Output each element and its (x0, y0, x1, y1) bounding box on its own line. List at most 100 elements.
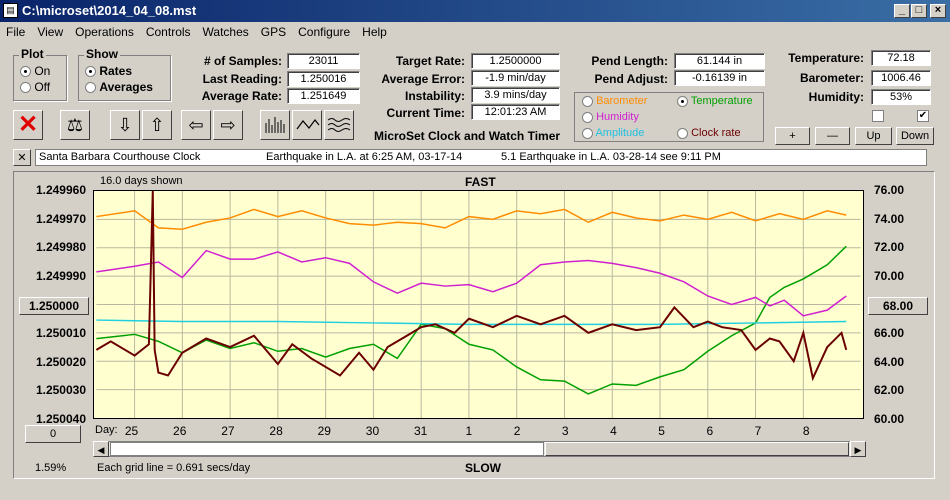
chart-plot (93, 190, 864, 419)
down-arrow-button[interactable]: ⇩ (110, 110, 140, 140)
humidity-radio[interactable] (582, 111, 593, 123)
scrollbar-thumb[interactable] (545, 442, 849, 456)
x-tick: 4 (610, 424, 617, 438)
checkbox-left[interactable] (872, 110, 884, 122)
show-averages-option[interactable]: Averages (85, 80, 153, 94)
plot-group-title: Plot (19, 47, 46, 61)
x-tick: 2 (513, 424, 521, 438)
current-time-field: 12:01:23 AM (471, 104, 560, 120)
show-rates-radio[interactable] (85, 66, 96, 78)
line-plot-button[interactable] (292, 110, 322, 140)
temperature-radio[interactable] (677, 95, 688, 107)
clear-notes-button[interactable]: ✕ (13, 149, 31, 166)
barometer-option[interactable]: Barometer (582, 95, 647, 107)
show-group-title: Show (84, 47, 120, 61)
instability-label: Instability: (404, 89, 465, 103)
checkbox-right[interactable]: ✔ (917, 110, 929, 122)
humidity-label: Humidity: (808, 90, 864, 104)
scroll-right-button[interactable]: ▶ (850, 441, 866, 457)
percent-label: 1.59% (35, 462, 67, 474)
humidity-option[interactable]: Humidity (582, 111, 639, 123)
barometer-option-label: Barometer (596, 95, 648, 107)
arrow-left-icon: ⇦ (188, 115, 204, 135)
scrollbar-track-highlight (110, 442, 544, 456)
multi-line-icon (327, 118, 351, 132)
show-rates-option[interactable]: Rates (85, 64, 132, 78)
multi-line-button[interactable] (324, 110, 354, 140)
show-group (78, 55, 171, 101)
plot-off-option[interactable]: Off (20, 80, 50, 94)
up-button[interactable]: Up (855, 127, 892, 145)
x-tick: 8 (802, 424, 810, 438)
down-button[interactable]: Down (896, 127, 934, 145)
menu-watches[interactable]: Watches (202, 25, 249, 39)
average-rate-label: Average Rate: (201, 89, 282, 103)
balance-button[interactable]: ⚖ (60, 110, 90, 140)
minimize-button[interactable]: _ (894, 4, 910, 18)
plot-off-radio[interactable] (20, 82, 31, 94)
humidity-field: 53% (871, 89, 931, 105)
last-reading-label: Last Reading: (202, 72, 282, 86)
x-tick: 5 (658, 424, 665, 438)
x-tick: 3 (561, 424, 569, 438)
temperature-option[interactable]: Temperature (677, 95, 753, 107)
pend-length-field[interactable]: 61.144 in (674, 53, 765, 69)
pend-adjust-label: Pend Adjust: (594, 72, 668, 86)
plot-on-label: On (34, 64, 51, 78)
clock-rate-radio[interactable] (677, 127, 688, 139)
samples-field: 23011 (287, 53, 360, 69)
clock-rate-option[interactable]: Clock rate (677, 127, 741, 139)
show-averages-label: Averages (99, 80, 153, 94)
barometer-radio[interactable] (582, 95, 593, 107)
menu-gps[interactable]: GPS (260, 25, 287, 39)
close-window-button[interactable]: × (930, 4, 946, 18)
amplitude-radio[interactable] (582, 127, 593, 139)
app-title: MicroSet Clock and Watch Timer (374, 129, 561, 143)
series-temperature (96, 245, 847, 395)
left-arrow-button[interactable]: ⇦ (181, 110, 211, 140)
menu-configure[interactable]: Configure (298, 25, 351, 39)
average-error-label: Average Error: (381, 72, 465, 86)
y-left-tick: 1.249990 (35, 268, 86, 283)
plot-on-radio[interactable] (20, 66, 31, 78)
window-title: C:\microset\2014_04_08.mst (22, 3, 197, 18)
y-left-tick: 1.249970 (35, 211, 86, 226)
menu-controls[interactable]: Controls (145, 25, 191, 39)
scroll-left-button[interactable]: ◀ (93, 441, 109, 457)
chart-frame (13, 171, 935, 479)
zero-button[interactable]: 0 (25, 425, 81, 443)
notes-bar[interactable]: Santa Barbara Courthouse Clock Earthquak… (35, 149, 927, 166)
x-tick: 30 (365, 424, 380, 438)
plus-button[interactable]: + (775, 127, 810, 145)
histogram-button[interactable] (260, 110, 290, 140)
series-humidity (96, 249, 847, 317)
y-right-tick: 66.00 (874, 326, 905, 341)
target-rate-label: Target Rate: (395, 54, 465, 68)
x-tick: 28 (269, 424, 283, 438)
target-rate-field[interactable]: 1.2500000 (471, 53, 560, 69)
menu-help[interactable]: Help (362, 25, 387, 39)
menu-operations[interactable]: Operations (75, 25, 134, 39)
right-arrow-button[interactable]: ⇨ (213, 110, 243, 140)
show-averages-radio[interactable] (85, 82, 96, 94)
menu-view[interactable]: View (37, 25, 64, 39)
right-axis-value-button[interactable]: 68.00 (868, 297, 928, 315)
y-right-tick: 76.00 (874, 183, 905, 197)
plot-on-option[interactable]: On (20, 64, 50, 78)
menu-file[interactable]: File (6, 25, 26, 39)
fast-label: FAST (465, 175, 496, 189)
left-axis-value-button[interactable]: 1.250000 (19, 297, 89, 315)
temperature-label: Temperature: (788, 51, 864, 65)
barometer-label: Barometer: (799, 71, 864, 85)
y-left-tick: 1.250020 (35, 354, 86, 369)
maximize-button[interactable]: □ (911, 4, 927, 18)
stop-button[interactable]: ✕ (13, 110, 43, 140)
minus-button[interactable]: — (815, 127, 850, 145)
plot-off-label: Off (34, 80, 51, 94)
grid-note: Each grid line = 0.691 secs/day (97, 462, 251, 474)
amplitude-option[interactable]: Amplitude (582, 127, 644, 139)
temperature-option-label: Temperature (690, 95, 753, 107)
up-arrow-button[interactable]: ⇧ (142, 110, 172, 140)
temperature-field: 72.18 (871, 50, 931, 66)
app-icon: ▤ (3, 3, 18, 18)
